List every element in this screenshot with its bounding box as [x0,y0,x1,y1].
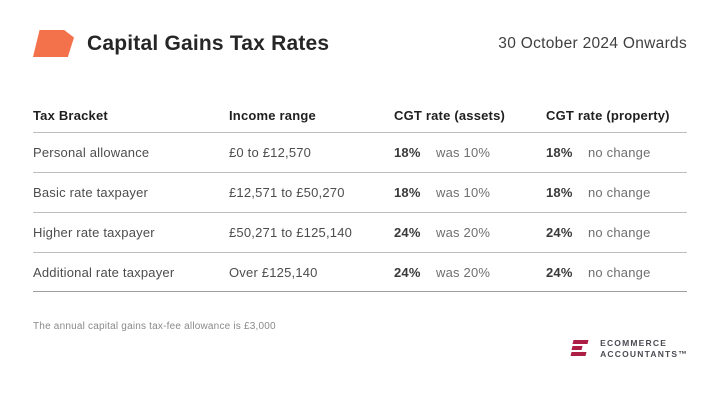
column-header-tax-bracket: Tax Bracket [33,107,108,123]
property-rate-value: 18% [546,145,573,160]
cgt-assets-cell: 24% was 20% [394,265,546,280]
assets-rate-note: was 20% [436,264,491,280]
allowance-footnote: The annual capital gains tax-fee allowan… [33,321,276,332]
column-header-cgt-assets: CGT rate (assets) [394,107,506,123]
page-title: Capital Gains Tax Rates [87,31,330,55]
assets-rate-note: was 20% [436,225,491,240]
brand-e-mark-icon [570,340,592,358]
property-rate-note: no change [588,264,651,280]
assets-rate-value: 24% [394,225,421,240]
income-range-cell: £50,271 to £125,140 [229,225,353,240]
assets-rate-value: 18% [394,185,421,200]
header: Capital Gains Tax Rates 30 October 2024 … [33,30,687,57]
assets-rate-value: 18% [394,145,421,160]
effective-date: 30 October 2024 Onwards [498,34,687,52]
cgt-property-cell: 18% no change [546,145,687,160]
cgt-assets-cell: 18% was 10% [394,185,546,200]
table-header-row: Tax Bracket Income range CGT rate (asset… [33,98,687,132]
cgt-assets-cell: 18% was 10% [394,145,546,160]
property-rate-value: 18% [546,185,573,200]
logo-wordmark: ECOMMERCE ACCOUNTANTS™ [600,338,688,360]
income-range-cell: £12,571 to £50,270 [229,185,345,200]
cgt-property-cell: 24% no change [546,225,687,240]
assets-rate-value: 24% [394,264,421,280]
assets-rate-note: was 10% [436,185,491,200]
cgt-property-cell: 24% no change [546,265,687,280]
property-rate-note: no change [588,225,651,240]
tax-rates-table: Tax Bracket Income range CGT rate (asset… [33,98,687,292]
table-row: Basic rate taxpayer £12,571 to £50,270 1… [33,172,687,212]
cgt-assets-cell: 24% was 20% [394,225,546,240]
orange-parallelogram-icon [33,30,74,57]
property-rate-note: no change [588,145,651,160]
income-range-cell: Over £125,140 [229,264,318,280]
tax-bracket-cell: Personal allowance [33,145,150,160]
logo-line-1: ECOMMERCE [600,338,668,348]
table-row: Personal allowance £0 to £12,570 18% was … [33,132,687,172]
tax-bracket-cell: Higher rate taxpayer [33,225,155,240]
assets-rate-note: was 10% [436,145,491,160]
logo-line-2: ACCOUNTANTS™ [600,349,688,360]
table-row: Additional rate taxpayer Over £125,140 2… [33,252,687,292]
column-header-cgt-property: CGT rate (property) [546,107,670,123]
cgt-property-cell: 18% no change [546,185,687,200]
table-row: Higher rate taxpayer £50,271 to £125,140… [33,212,687,252]
property-rate-value: 24% [546,225,573,240]
ecommerce-accountants-logo: ECOMMERCE ACCOUNTANTS™ [570,338,688,360]
tax-bracket-cell: Additional rate taxpayer [33,264,175,280]
tax-bracket-cell: Basic rate taxpayer [33,185,149,200]
property-rate-value: 24% [546,264,573,280]
property-rate-note: no change [588,185,651,200]
income-range-cell: £0 to £12,570 [229,145,312,160]
column-header-income-range: Income range [229,107,316,123]
